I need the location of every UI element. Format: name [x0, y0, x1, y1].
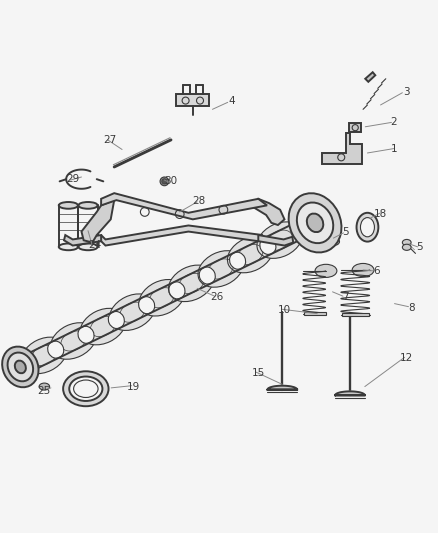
Ellipse shape — [289, 193, 342, 253]
Text: 12: 12 — [400, 353, 413, 363]
Ellipse shape — [357, 213, 378, 241]
Text: 5: 5 — [343, 227, 349, 237]
Polygon shape — [101, 193, 267, 220]
Ellipse shape — [199, 267, 215, 284]
Ellipse shape — [139, 279, 184, 316]
Text: 6: 6 — [373, 266, 379, 276]
Ellipse shape — [110, 294, 155, 330]
Text: 24: 24 — [88, 240, 101, 249]
Polygon shape — [304, 312, 326, 316]
Ellipse shape — [59, 244, 78, 250]
Ellipse shape — [48, 341, 64, 358]
Ellipse shape — [7, 352, 33, 381]
Ellipse shape — [230, 252, 246, 269]
Text: 15: 15 — [252, 368, 265, 378]
Polygon shape — [365, 72, 375, 82]
Ellipse shape — [59, 202, 78, 209]
Ellipse shape — [360, 217, 374, 237]
Ellipse shape — [297, 203, 333, 243]
Text: 8: 8 — [408, 303, 414, 313]
Text: 18: 18 — [374, 209, 387, 219]
Polygon shape — [81, 200, 114, 243]
Text: 4: 4 — [229, 95, 235, 106]
Text: 25: 25 — [38, 386, 51, 396]
Ellipse shape — [403, 239, 411, 246]
Ellipse shape — [327, 232, 339, 240]
Text: 28: 28 — [193, 196, 206, 206]
Ellipse shape — [12, 356, 29, 378]
Text: 26: 26 — [210, 292, 223, 302]
Ellipse shape — [352, 263, 374, 277]
Ellipse shape — [51, 322, 96, 359]
Ellipse shape — [69, 376, 102, 401]
Polygon shape — [64, 235, 101, 246]
Ellipse shape — [227, 236, 273, 273]
Text: 7: 7 — [343, 292, 349, 302]
Ellipse shape — [78, 326, 94, 343]
Ellipse shape — [160, 177, 169, 185]
Polygon shape — [349, 123, 361, 132]
Polygon shape — [258, 235, 293, 246]
Ellipse shape — [169, 265, 214, 302]
Text: 5: 5 — [417, 242, 423, 252]
Ellipse shape — [78, 244, 98, 250]
Ellipse shape — [315, 264, 337, 277]
Ellipse shape — [108, 311, 124, 328]
Text: 3: 3 — [403, 87, 410, 97]
Ellipse shape — [198, 251, 244, 287]
Polygon shape — [342, 313, 369, 316]
Ellipse shape — [2, 346, 39, 387]
Ellipse shape — [78, 202, 98, 209]
Ellipse shape — [138, 296, 155, 314]
Polygon shape — [268, 386, 297, 390]
Ellipse shape — [257, 222, 303, 259]
Text: 29: 29 — [66, 174, 79, 184]
Ellipse shape — [169, 282, 185, 299]
Polygon shape — [254, 199, 285, 225]
Ellipse shape — [15, 361, 26, 373]
Ellipse shape — [80, 308, 126, 345]
Text: 2: 2 — [390, 117, 397, 127]
Text: 19: 19 — [127, 382, 141, 392]
Text: 30: 30 — [164, 176, 177, 187]
Polygon shape — [101, 225, 263, 246]
Polygon shape — [177, 94, 209, 106]
Polygon shape — [321, 133, 362, 164]
Ellipse shape — [260, 237, 276, 254]
Polygon shape — [335, 391, 365, 395]
Ellipse shape — [162, 179, 167, 184]
Ellipse shape — [21, 337, 67, 374]
Text: 27: 27 — [103, 135, 117, 145]
Text: 10: 10 — [278, 305, 291, 315]
Ellipse shape — [327, 238, 339, 246]
Ellipse shape — [39, 383, 49, 390]
Ellipse shape — [403, 244, 411, 251]
Ellipse shape — [63, 372, 109, 406]
Text: 1: 1 — [390, 143, 397, 154]
Ellipse shape — [307, 214, 323, 232]
